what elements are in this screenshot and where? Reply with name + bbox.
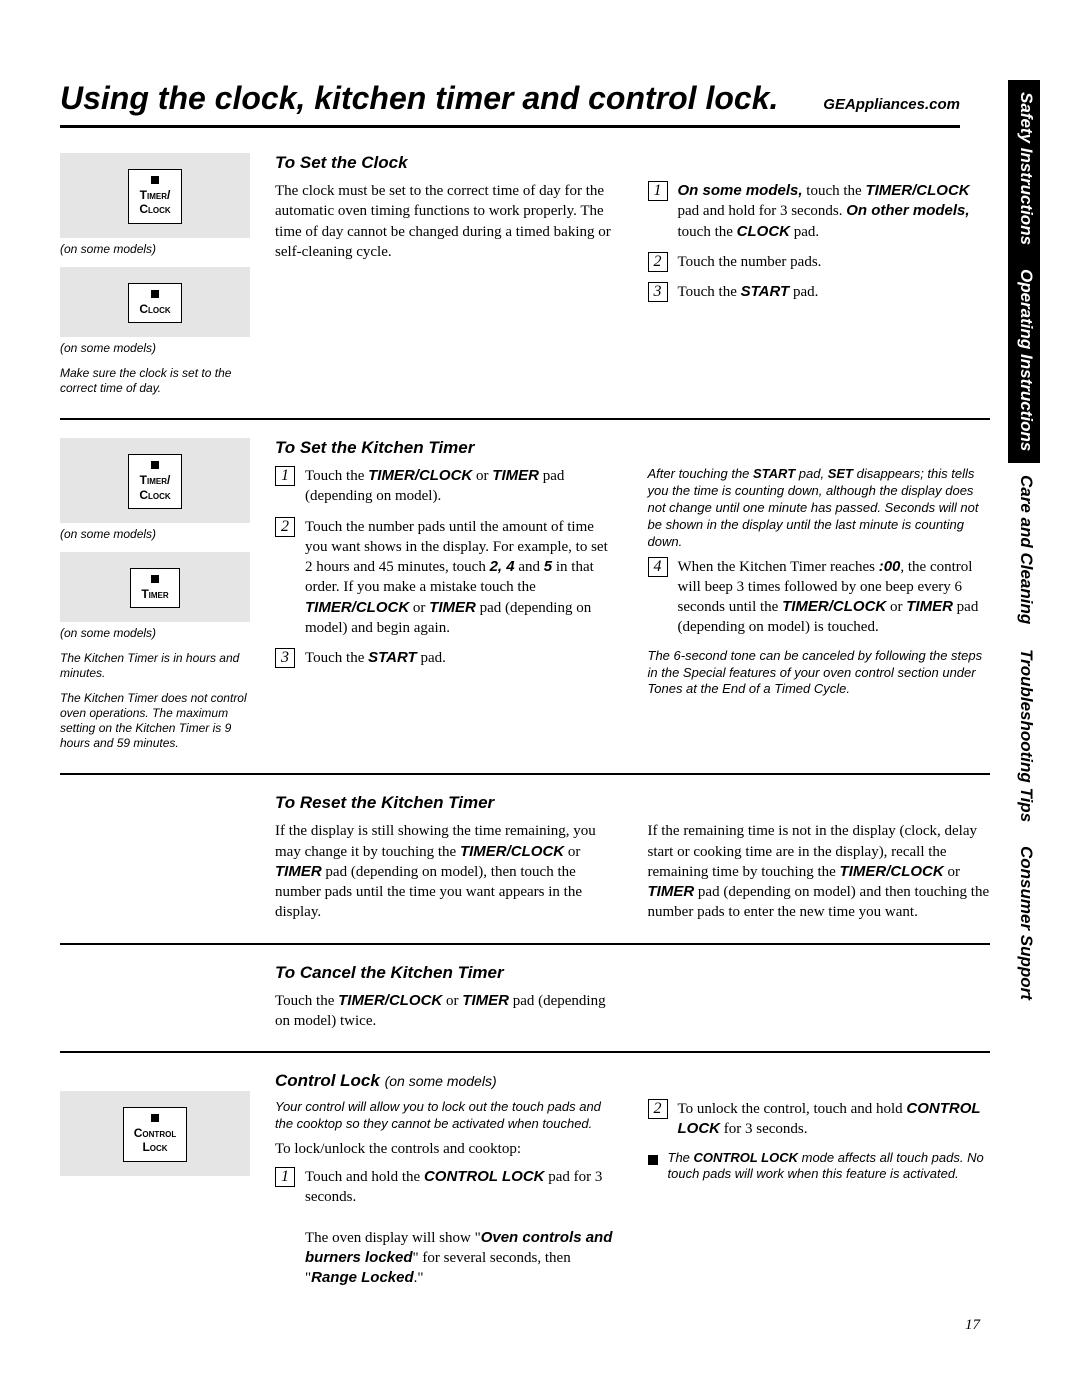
page-number: 17 bbox=[60, 1317, 990, 1334]
reset-col-b: If the remaining time is not in the disp… bbox=[648, 821, 991, 922]
timer-note1: The Kitchen Timer is in hours and minute… bbox=[60, 651, 250, 681]
h-reset-timer: To Reset the Kitchen Timer bbox=[275, 793, 618, 813]
control-lock-bullet: The CONTROL LOCK mode affects all touch … bbox=[648, 1150, 991, 1184]
reset-col-a: If the display is still showing the time… bbox=[275, 821, 618, 922]
page-url: GEAppliances.com bbox=[823, 96, 960, 113]
s5-step2: 2 To unlock the control, touch and hold … bbox=[648, 1099, 991, 1140]
section-cancel-timer: To Cancel the Kitchen Timer Touch the TI… bbox=[60, 963, 990, 1054]
note-after-start: After touching the START pad, SET disapp… bbox=[648, 466, 991, 550]
s2-step3: 3 Touch the START pad. bbox=[275, 648, 618, 668]
caption-some-models: (on some models) bbox=[60, 242, 250, 257]
section-reset-timer: To Reset the Kitchen Timer If the displa… bbox=[60, 793, 990, 944]
cancel-text: Touch the TIMER/CLOCK or TIMER pad (depe… bbox=[275, 991, 618, 1032]
h-control-lock: Control Lock (on some models) bbox=[275, 1071, 618, 1091]
section-set-timer: Timer/Clock (on some models) Timer (on s… bbox=[60, 438, 990, 775]
side-tabs: Safety Instructions Operating Instructio… bbox=[1008, 80, 1040, 1012]
s2-step2: 2 Touch the number pads until the amount… bbox=[275, 517, 618, 639]
s5-step1: 1 Touch and hold the CONTROL LOCK pad fo… bbox=[275, 1167, 618, 1289]
btnbox-clock: Clock bbox=[60, 267, 250, 337]
tab-consumer: Consumer Support bbox=[1008, 834, 1040, 1012]
timer-note2: The Kitchen Timer does not control oven … bbox=[60, 691, 250, 751]
btnbox-control-lock: ControlLock bbox=[60, 1091, 250, 1176]
section-set-clock: Timer/Clock (on some models) Clock (on s… bbox=[60, 153, 990, 420]
s1-step1: 1 On some models, touch the TIMER/CLOCK … bbox=[648, 181, 991, 242]
h-set-clock: To Set the Clock bbox=[275, 153, 618, 173]
h-set-timer: To Set the Kitchen Timer bbox=[275, 438, 618, 458]
s1-step3: 3 Touch the START pad. bbox=[648, 282, 991, 302]
caption-some-models-4: (on some models) bbox=[60, 626, 250, 641]
tab-troubleshooting: Troubleshooting Tips bbox=[1008, 637, 1040, 834]
tab-operating: Operating Instructions bbox=[1008, 257, 1040, 463]
s1-step2: 2 Touch the number pads. bbox=[648, 252, 991, 272]
btnbox-timer-clock-2: Timer/Clock bbox=[60, 438, 250, 523]
note-cancel-tone: The 6-second tone can be canceled by fol… bbox=[648, 648, 991, 699]
clock-note: Make sure the clock is set to the correc… bbox=[60, 366, 250, 396]
section-control-lock: ControlLock Control Lock (on some models… bbox=[60, 1071, 990, 1299]
page-header: Using the clock, kitchen timer and contr… bbox=[60, 80, 960, 128]
caption-some-models-3: (on some models) bbox=[60, 527, 250, 542]
lock-unlock-text: To lock/unlock the controls and cooktop: bbox=[275, 1139, 618, 1159]
control-lock-intro: Your control will allow you to lock out … bbox=[275, 1099, 618, 1133]
caption-some-models-2: (on some models) bbox=[60, 341, 250, 356]
tab-safety: Safety Instructions bbox=[1008, 80, 1040, 257]
s2-step1: 1 Touch the TIMER/CLOCK or TIMER pad (de… bbox=[275, 466, 618, 507]
set-clock-intro: The clock must be set to the correct tim… bbox=[275, 181, 618, 262]
tab-care: Care and Cleaning bbox=[1008, 463, 1040, 636]
btnbox-timer: Timer bbox=[60, 552, 250, 622]
h-cancel-timer: To Cancel the Kitchen Timer bbox=[275, 963, 618, 983]
s2-step4: 4 When the Kitchen Timer reaches :00, th… bbox=[648, 557, 991, 638]
btnbox-timer-clock: Timer/Clock bbox=[60, 153, 250, 238]
page-content: Using the clock, kitchen timer and contr… bbox=[60, 80, 990, 1334]
page-title: Using the clock, kitchen timer and contr… bbox=[60, 80, 778, 117]
